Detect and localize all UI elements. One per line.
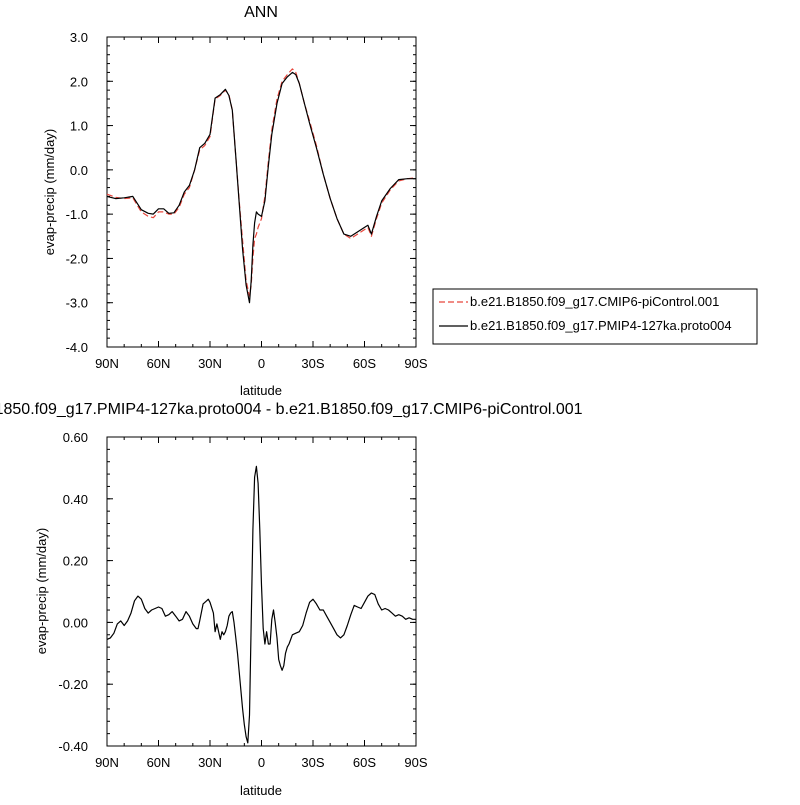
x-tick-label: 30S (301, 755, 324, 770)
top-axis-ticks (106, 36, 417, 348)
x-tick-label: 0 (258, 356, 265, 371)
bottom-chart-title: b.e21.B1850.f09_g17.PMIP4-127ka.proto004… (0, 401, 583, 418)
bottom-y-tick-labels: -0.40 -0.20 0.00 0.20 0.40 0.60 (58, 430, 88, 754)
x-tick-label: 30S (301, 356, 324, 371)
y-tick-label: 0.60 (63, 430, 88, 445)
y-tick-label: -3.0 (66, 296, 88, 311)
bottom-x-tick-labels: 90N 60N 30N 0 30S 60S 90S (95, 755, 428, 770)
top-panel: ANN 90N 60N 30N 0 30S 60S 90S -4.0 -3.0 -2.0 -1.0… (42, 4, 428, 398)
x-tick-label: 60N (147, 755, 171, 770)
legend: b.e21.B1850.f09_g17.CMIP6-piControl.001 … (432, 288, 758, 345)
legend-label-picontrol: b.e21.B1850.f09_g17.CMIP6-piControl.001 (470, 294, 719, 309)
y-tick-label: 2.0 (70, 74, 88, 89)
y-tick-label: 0.00 (63, 615, 88, 630)
top-y-axis-label: evap-precip (mm/day) (42, 129, 57, 255)
bottom-panel: b.e21.B1850.f09_g17.PMIP4-127ka.proto004… (0, 401, 583, 798)
x-tick-label: 90N (95, 755, 119, 770)
x-tick-label: 90N (95, 356, 119, 371)
top-y-tick-labels: -4.0 -3.0 -2.0 -1.0 0.0 1.0 2.0 3.0 (66, 30, 88, 355)
top-series-line-1 (106, 71, 416, 304)
bottom-series-lines (106, 465, 416, 744)
y-tick-label: -0.20 (58, 677, 88, 692)
x-tick-label: 90S (404, 356, 427, 371)
y-tick-label: -1.0 (66, 207, 88, 222)
legend-box (432, 288, 758, 345)
bottom-axis-ticks (106, 436, 417, 747)
top-x-tick-labels: 90N 60N 30N 0 30S 60S 90S (95, 356, 428, 371)
x-tick-label: 60S (353, 755, 376, 770)
y-tick-label: 0.40 (63, 492, 88, 507)
y-tick-label: -4.0 (66, 340, 88, 355)
x-tick-label: 60S (353, 356, 376, 371)
y-tick-label: -0.40 (58, 739, 88, 754)
legend-label-pmip4: b.e21.B1850.f09_g17.PMIP4-127ka.proto004 (470, 318, 732, 333)
x-tick-label: 30N (198, 356, 222, 371)
y-tick-label: 3.0 (70, 30, 88, 45)
bottom-series-line-0 (106, 465, 416, 744)
top-x-axis-label: latitude (240, 383, 282, 398)
bottom-y-axis-label: evap-precip (mm/day) (34, 528, 49, 654)
top-chart-title: ANN (244, 4, 278, 21)
y-tick-label: 0.20 (63, 554, 88, 569)
top-series-lines (106, 68, 417, 304)
y-tick-label: 0.0 (70, 163, 88, 178)
x-tick-label: 60N (147, 356, 171, 371)
x-tick-label: 90S (404, 755, 427, 770)
bottom-x-axis-label: latitude (240, 783, 282, 798)
y-tick-label: 1.0 (70, 119, 88, 134)
top-series-line-0 (106, 68, 417, 297)
y-tick-label: -2.0 (66, 251, 88, 266)
top-plot-frame (106, 36, 417, 348)
x-tick-label: 0 (258, 755, 265, 770)
x-tick-label: 30N (198, 755, 222, 770)
